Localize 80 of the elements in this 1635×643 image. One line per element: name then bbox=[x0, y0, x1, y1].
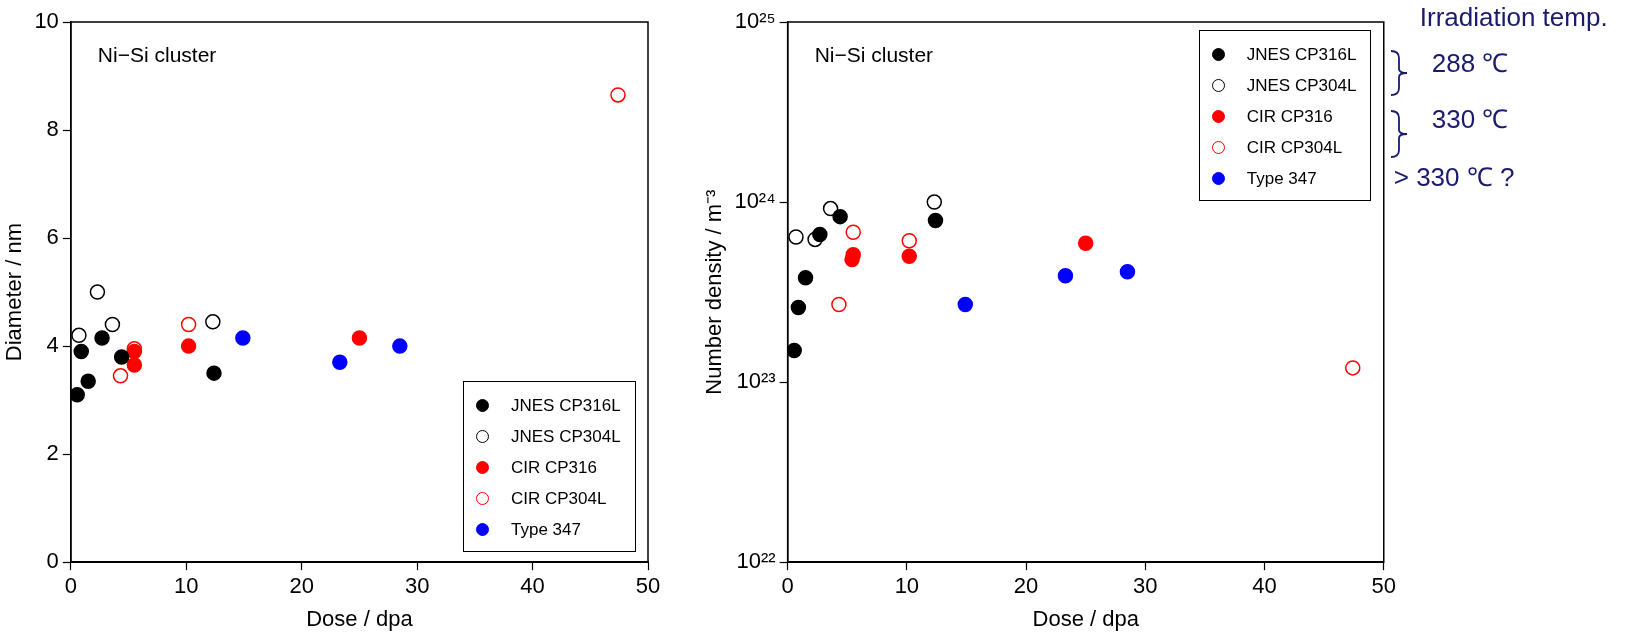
x-axis-title: Dose / dpa bbox=[1032, 605, 1140, 631]
x-tick-label: 0 bbox=[64, 573, 77, 599]
legend-label: JNES CP316L bbox=[511, 395, 621, 416]
legend-label: JNES CP304L bbox=[1246, 75, 1357, 96]
y-axis-title: Diameter / nm bbox=[1, 223, 27, 362]
x-tick-label: 10 bbox=[894, 573, 920, 599]
point bbox=[235, 330, 251, 346]
point bbox=[926, 194, 943, 210]
x-tick-label: 0 bbox=[781, 573, 794, 599]
point bbox=[1345, 360, 1361, 376]
point bbox=[89, 284, 106, 300]
legend-label: CIR CP316 bbox=[1246, 106, 1333, 127]
text: > 330 ℃ ? bbox=[1393, 161, 1515, 194]
y-tick-label: 6 bbox=[46, 224, 59, 250]
point bbox=[787, 342, 802, 359]
y-tick-label: 0 bbox=[46, 548, 59, 574]
text: Irradiation temp. bbox=[1419, 2, 1608, 33]
x-tick-label: 40 bbox=[1252, 573, 1277, 599]
point bbox=[206, 365, 222, 381]
point bbox=[126, 357, 143, 373]
legend-label: JNES CP316L bbox=[1246, 44, 1357, 65]
x-tick-label: 50 bbox=[635, 573, 661, 599]
point bbox=[901, 248, 918, 265]
x-tick-label: 20 bbox=[1013, 573, 1039, 599]
point bbox=[73, 343, 90, 360]
point bbox=[392, 338, 408, 354]
point bbox=[180, 338, 197, 354]
point bbox=[332, 354, 348, 371]
point bbox=[112, 368, 129, 384]
point bbox=[70, 386, 85, 403]
y-axis-title: Number density / m⁻³ bbox=[701, 189, 727, 395]
point bbox=[831, 296, 847, 313]
legend-label: CIR CP316 bbox=[511, 457, 597, 478]
y-tick-label: 10²⁵ bbox=[734, 8, 776, 34]
point bbox=[1119, 264, 1136, 280]
point bbox=[205, 314, 221, 330]
y-tick-label: 8 bbox=[46, 116, 59, 142]
legend-label: CIR CP304L bbox=[511, 488, 607, 509]
point bbox=[901, 232, 918, 249]
x-tick-label: 30 bbox=[404, 573, 430, 599]
point bbox=[180, 316, 197, 333]
x-tick-label: 30 bbox=[1133, 573, 1158, 599]
y-tick-label: 10²³ bbox=[736, 368, 776, 394]
x-axis-title: Dose / dpa bbox=[306, 605, 414, 631]
point bbox=[71, 327, 87, 344]
point bbox=[832, 208, 848, 225]
point bbox=[610, 87, 626, 103]
point bbox=[351, 330, 368, 346]
x-tick-label: 10 bbox=[174, 573, 199, 599]
legend-label: JNES CP304L bbox=[511, 426, 621, 447]
point bbox=[797, 269, 814, 286]
point bbox=[1057, 267, 1074, 284]
annotation: Ni−Si cluster bbox=[814, 43, 934, 67]
point bbox=[80, 373, 96, 389]
x-tick-label: 40 bbox=[520, 573, 545, 599]
y-tick-label: 10 bbox=[34, 8, 59, 34]
y-tick-label: 10²² bbox=[736, 548, 776, 574]
point bbox=[104, 316, 121, 333]
y-tick-label: 4 bbox=[46, 332, 59, 358]
legend-label: CIR CP304L bbox=[1246, 137, 1343, 158]
point bbox=[788, 229, 804, 245]
y-tick-label: 2 bbox=[46, 440, 59, 466]
point bbox=[957, 296, 974, 313]
y-tick-label: 10²⁴ bbox=[734, 188, 776, 214]
point bbox=[927, 212, 944, 229]
point bbox=[822, 200, 839, 217]
annotation: Ni−Si cluster bbox=[97, 43, 217, 67]
point bbox=[113, 349, 130, 365]
x-tick-label: 50 bbox=[1371, 573, 1397, 599]
text: 330 ℃ bbox=[1431, 103, 1509, 136]
point bbox=[812, 226, 828, 243]
legend-label: Type 347 bbox=[511, 519, 581, 540]
point bbox=[1077, 235, 1094, 252]
point bbox=[807, 231, 823, 248]
x-tick-label: 20 bbox=[289, 573, 314, 599]
legend-label: Type 347 bbox=[1246, 168, 1317, 189]
point bbox=[845, 224, 861, 240]
point bbox=[94, 330, 110, 346]
point bbox=[790, 299, 807, 316]
text: 288 ℃ bbox=[1431, 47, 1509, 80]
